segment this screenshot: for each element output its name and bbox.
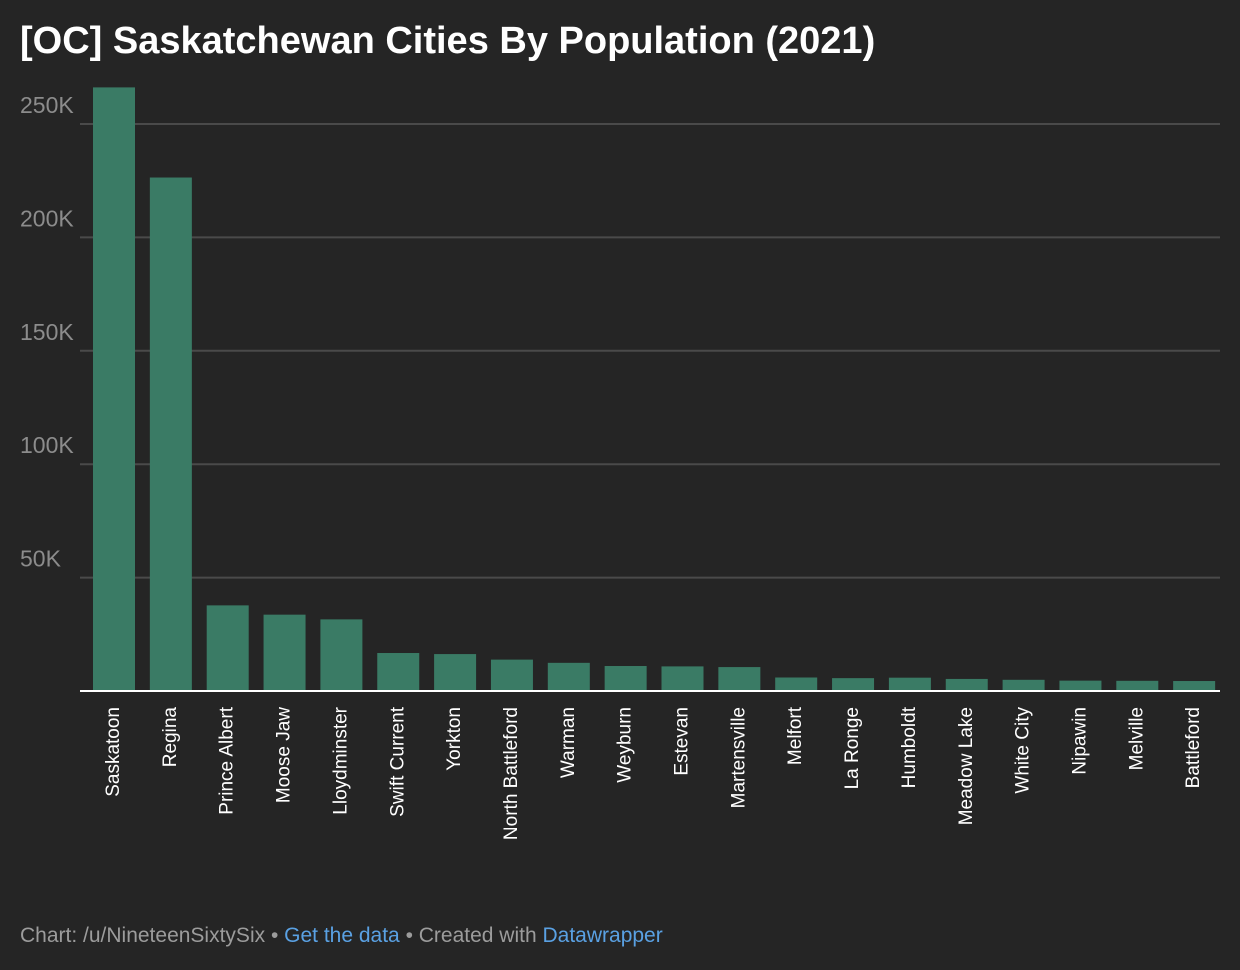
x-axis-category-labels: Saskatoon Regina Prince Albert Moose Jaw Llo… — [103, 706, 1204, 840]
bar — [1116, 680, 1159, 691]
footer-separator: • — [265, 924, 285, 947]
bar — [888, 677, 931, 691]
x-tick-label: Estevan — [672, 707, 693, 776]
x-tick-label: Meadow Lake — [956, 707, 977, 825]
chart-title: [OC] Saskatchewan Cities By Population (… — [20, 20, 876, 62]
bar-chart: 50K 100K 150K 200K 250K Saskatoon Regina Princ… — [20, 87, 1220, 840]
bar — [1059, 680, 1102, 691]
x-tick-label: Melfort — [785, 706, 806, 765]
footer-separator: • — [399, 924, 419, 947]
x-tick-label: North Battleford — [501, 707, 522, 840]
get-the-data-link[interactable]: Get the data — [284, 924, 400, 947]
x-tick-label: Lloydminster — [330, 706, 351, 814]
bar — [320, 619, 363, 691]
y-tick-label: 200K — [20, 205, 74, 231]
x-tick-label: Prince Albert — [217, 706, 238, 814]
x-tick-label: La Ronge — [842, 707, 863, 789]
datawrapper-link[interactable]: Datawrapper — [542, 924, 663, 947]
footer-created-with: Created with — [418, 924, 543, 947]
bar — [547, 662, 590, 691]
x-tick-label: Regina — [160, 707, 181, 768]
y-tick-label: 100K — [20, 432, 74, 458]
y-tick-label: 50K — [20, 546, 62, 572]
x-tick-label: Battleford — [1183, 707, 1204, 788]
bars — [93, 87, 1216, 691]
y-axis-tick-labels: 50K 100K 150K 200K 250K — [20, 92, 74, 572]
x-tick-label: Swift Current — [387, 706, 408, 817]
x-tick-label: Martensville — [728, 707, 749, 808]
y-tick-label: 250K — [20, 92, 74, 118]
bar — [718, 667, 761, 691]
bar — [661, 666, 704, 691]
bar — [206, 605, 249, 691]
x-tick-label: Nipawin — [1069, 707, 1090, 775]
bar — [1002, 679, 1045, 691]
x-tick-label: Saskatoon — [103, 707, 124, 797]
bar — [490, 659, 533, 691]
footer-credit: Chart: /u/NineteenSixtySix — [20, 924, 266, 947]
x-tick-label: Moose Jaw — [274, 707, 295, 803]
bar — [945, 678, 988, 691]
bar — [149, 177, 192, 691]
x-tick-label: Weyburn — [615, 707, 636, 783]
bar — [604, 666, 647, 691]
bar — [377, 653, 420, 691]
x-tick-label: Warman — [558, 707, 579, 778]
y-tick-label: 150K — [20, 319, 74, 345]
bar — [93, 87, 135, 691]
x-tick-label: Humboldt — [899, 706, 920, 788]
x-tick-label: White City — [1013, 707, 1034, 794]
bar — [434, 654, 477, 691]
bar — [775, 677, 818, 691]
bar — [1173, 681, 1216, 691]
bar — [263, 614, 306, 691]
x-tick-label: Melville — [1126, 707, 1147, 770]
gridlines — [80, 123, 1220, 579]
footer: Chart: /u/NineteenSixtySix • Get the dat… — [20, 924, 663, 948]
x-tick-label: Yorkton — [444, 707, 465, 771]
bar — [832, 678, 875, 691]
